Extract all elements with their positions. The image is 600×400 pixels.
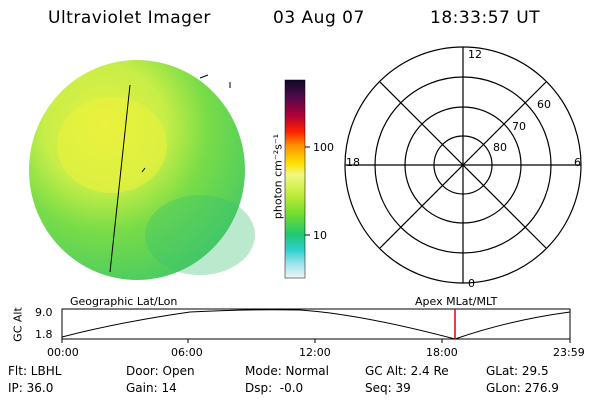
timeline-ytick-1-8: 1.8 — [35, 328, 53, 341]
instrument-title: Ultraviolet Imager — [48, 8, 211, 28]
status-dsp: Dsp: -0.0 — [245, 381, 304, 395]
status-gain: Gain: 14 — [126, 381, 177, 395]
status-seq: Seq: 39 — [365, 381, 411, 395]
status-gc-alt: GC Alt: 2.4 Re — [365, 364, 449, 378]
terminator-line — [109, 84, 131, 273]
mlt-label-12: 12 — [468, 48, 482, 61]
timeline-xtick-0000: 00:00 — [47, 346, 79, 359]
lat-label-80: 80 — [493, 141, 507, 154]
mlt-label-18: 18 — [346, 156, 360, 169]
status-mode: Mode: Normal — [245, 364, 329, 378]
color-bar — [284, 79, 310, 279]
uv-image — [29, 60, 255, 280]
timeline-xtick-2359: 23:59 — [553, 346, 585, 359]
timeline-xtick-1800: 18:00 — [426, 346, 458, 359]
timeline-plot — [61, 308, 571, 343]
timeline-ylabel: GC Alt — [11, 307, 25, 342]
status-glat: GLat: 29.5 — [486, 364, 549, 378]
colorbar-tick-100: 100 — [313, 141, 334, 154]
polar-plot — [344, 46, 582, 284]
lat-label-70: 70 — [512, 120, 526, 133]
time-label: 18:33:57 UT — [430, 8, 541, 28]
colorbar-unit-label: photon cm⁻²s⁻¹ — [271, 133, 285, 220]
timeline-right-label: Apex MLat/MLT — [415, 295, 498, 308]
colorbar-tick-10: 10 — [313, 229, 327, 242]
date-label: 03 Aug 07 — [273, 8, 365, 28]
timeline-xtick-0600: 06:00 — [171, 346, 203, 359]
mlt-label-6: 6 — [574, 156, 581, 169]
status-glon: GLon: 276.9 — [486, 381, 559, 395]
lat-label-60: 60 — [537, 98, 551, 111]
timeline-left-label: Geographic Lat/Lon — [70, 295, 178, 308]
status-door: Door: Open — [126, 364, 195, 378]
timeline-xtick-1200: 12:00 — [299, 346, 331, 359]
mlt-label-0: 0 — [468, 277, 475, 290]
timeline-ytick-9: 9.0 — [35, 306, 53, 319]
status-ip: IP: 36.0 — [8, 381, 54, 395]
status-filter: Flt: LBHL — [8, 364, 62, 378]
